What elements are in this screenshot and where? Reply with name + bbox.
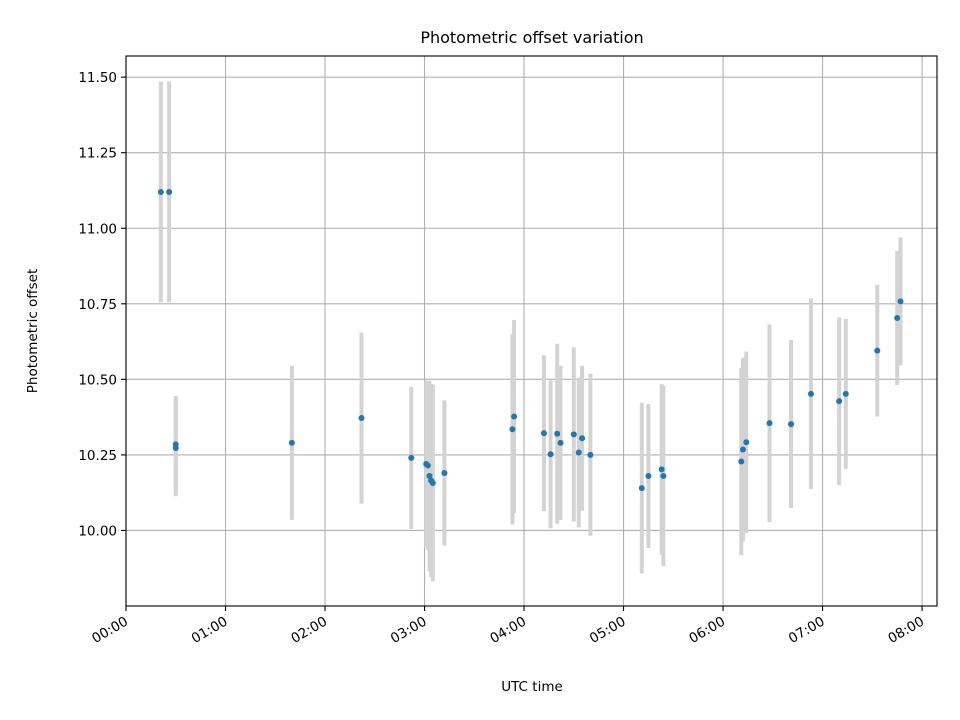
data-point (645, 473, 652, 480)
data-point (660, 473, 667, 480)
data-point (358, 415, 365, 422)
y-tick-label: 10.75 (78, 297, 117, 313)
data-point (842, 390, 849, 397)
data-point (638, 485, 645, 492)
data-point (807, 390, 814, 397)
data-point (424, 462, 431, 469)
data-point (288, 439, 295, 446)
data-point (408, 454, 415, 461)
data-point (575, 449, 582, 456)
data-point (766, 420, 773, 427)
data-point (540, 430, 547, 437)
chart-title: Photometric offset variation (420, 28, 643, 47)
y-tick-label: 10.00 (78, 523, 117, 539)
data-point (166, 188, 173, 195)
data-point (511, 413, 518, 420)
data-point (547, 451, 554, 458)
data-point (509, 426, 516, 433)
data-point (554, 430, 561, 437)
y-tick-label: 11.50 (78, 70, 117, 86)
data-points (157, 188, 904, 492)
data-point (738, 458, 745, 465)
y-tick-label: 10.50 (78, 372, 117, 388)
x-axis-label: UTC time (501, 679, 563, 695)
data-point (739, 446, 746, 453)
data-point (897, 298, 904, 305)
data-point (441, 470, 448, 477)
data-point (658, 466, 665, 473)
data-point (788, 421, 795, 428)
data-point (579, 435, 586, 442)
data-point (172, 444, 179, 451)
data-point (426, 473, 433, 480)
data-point (570, 431, 577, 438)
data-point (557, 439, 564, 446)
data-point (836, 398, 843, 405)
data-point (587, 451, 594, 458)
data-point (894, 315, 901, 322)
y-tick-label: 10.25 (78, 448, 117, 464)
data-point (157, 188, 164, 195)
data-point (743, 439, 750, 446)
y-axis-ticks: 10.00 10.25 10.50 10.75 11.00 11.25 11.50 (78, 70, 126, 539)
y-axis-label: Photometric offset (25, 269, 41, 393)
plot-frame (125, 55, 938, 607)
data-point (429, 480, 436, 487)
grid (125, 56, 937, 606)
data-point (874, 347, 881, 354)
y-tick-label: 11.00 (78, 221, 117, 237)
y-tick-label: 11.25 (78, 146, 117, 162)
